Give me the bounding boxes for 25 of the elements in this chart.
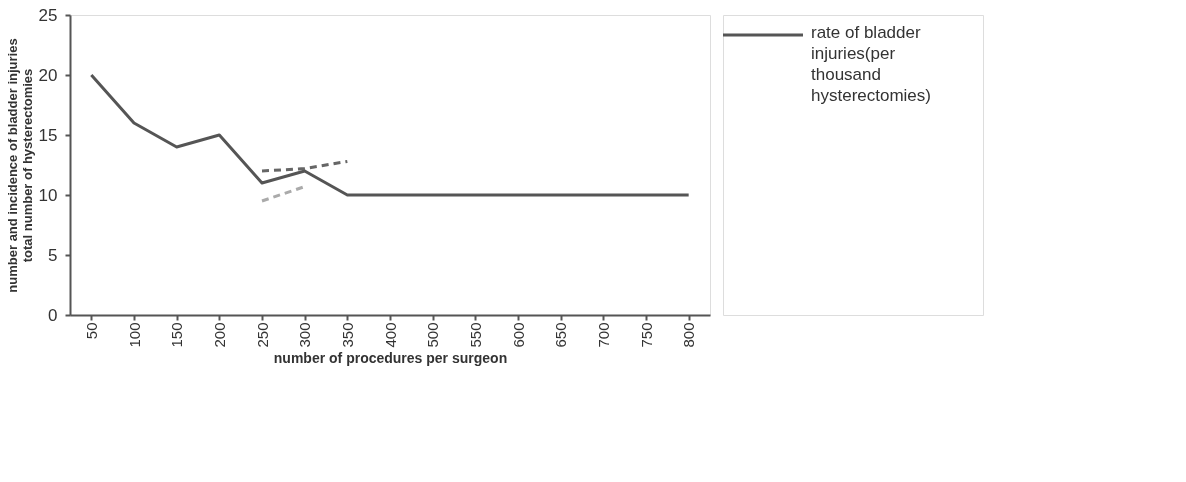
x-tick-label: 150 — [168, 322, 186, 348]
x-tick-label: 250 — [253, 322, 271, 348]
y-axis-title: number and incidence of bladder injuries total number of hysterectomies — [4, 38, 35, 293]
x-tick-label: 350 — [338, 322, 356, 348]
x-tick-label: 500 — [424, 322, 442, 348]
x-tick-label: 400 — [381, 322, 399, 348]
x-tick-label: 550 — [466, 322, 484, 348]
x-axis-title: number of procedures per surgeon — [273, 349, 508, 366]
y-tick-label: 20 — [38, 65, 58, 85]
x-tick-label: 750 — [637, 322, 655, 348]
x-tick-label: 650 — [552, 322, 570, 348]
y-tick-label: 5 — [48, 245, 58, 265]
legend-label: rate of bladder injuries(per thousand hysterectomies) — [811, 23, 931, 105]
x-tick-label: 300 — [296, 322, 314, 348]
line-series — [89, 73, 691, 197]
x-tick-label: 50 — [82, 322, 100, 340]
y-tick-label: 10 — [38, 185, 58, 205]
x-tick-label: 200 — [210, 322, 228, 348]
y-tick-label: 25 — [38, 5, 58, 25]
x-tick-label: 600 — [509, 322, 527, 348]
x-tick-label: 800 — [680, 322, 698, 348]
y-tick-label: 0 — [48, 305, 58, 325]
y-tick-label: 15 — [38, 125, 58, 145]
x-tick-label: 100 — [125, 322, 143, 348]
x-tick-label: 700 — [594, 322, 612, 348]
